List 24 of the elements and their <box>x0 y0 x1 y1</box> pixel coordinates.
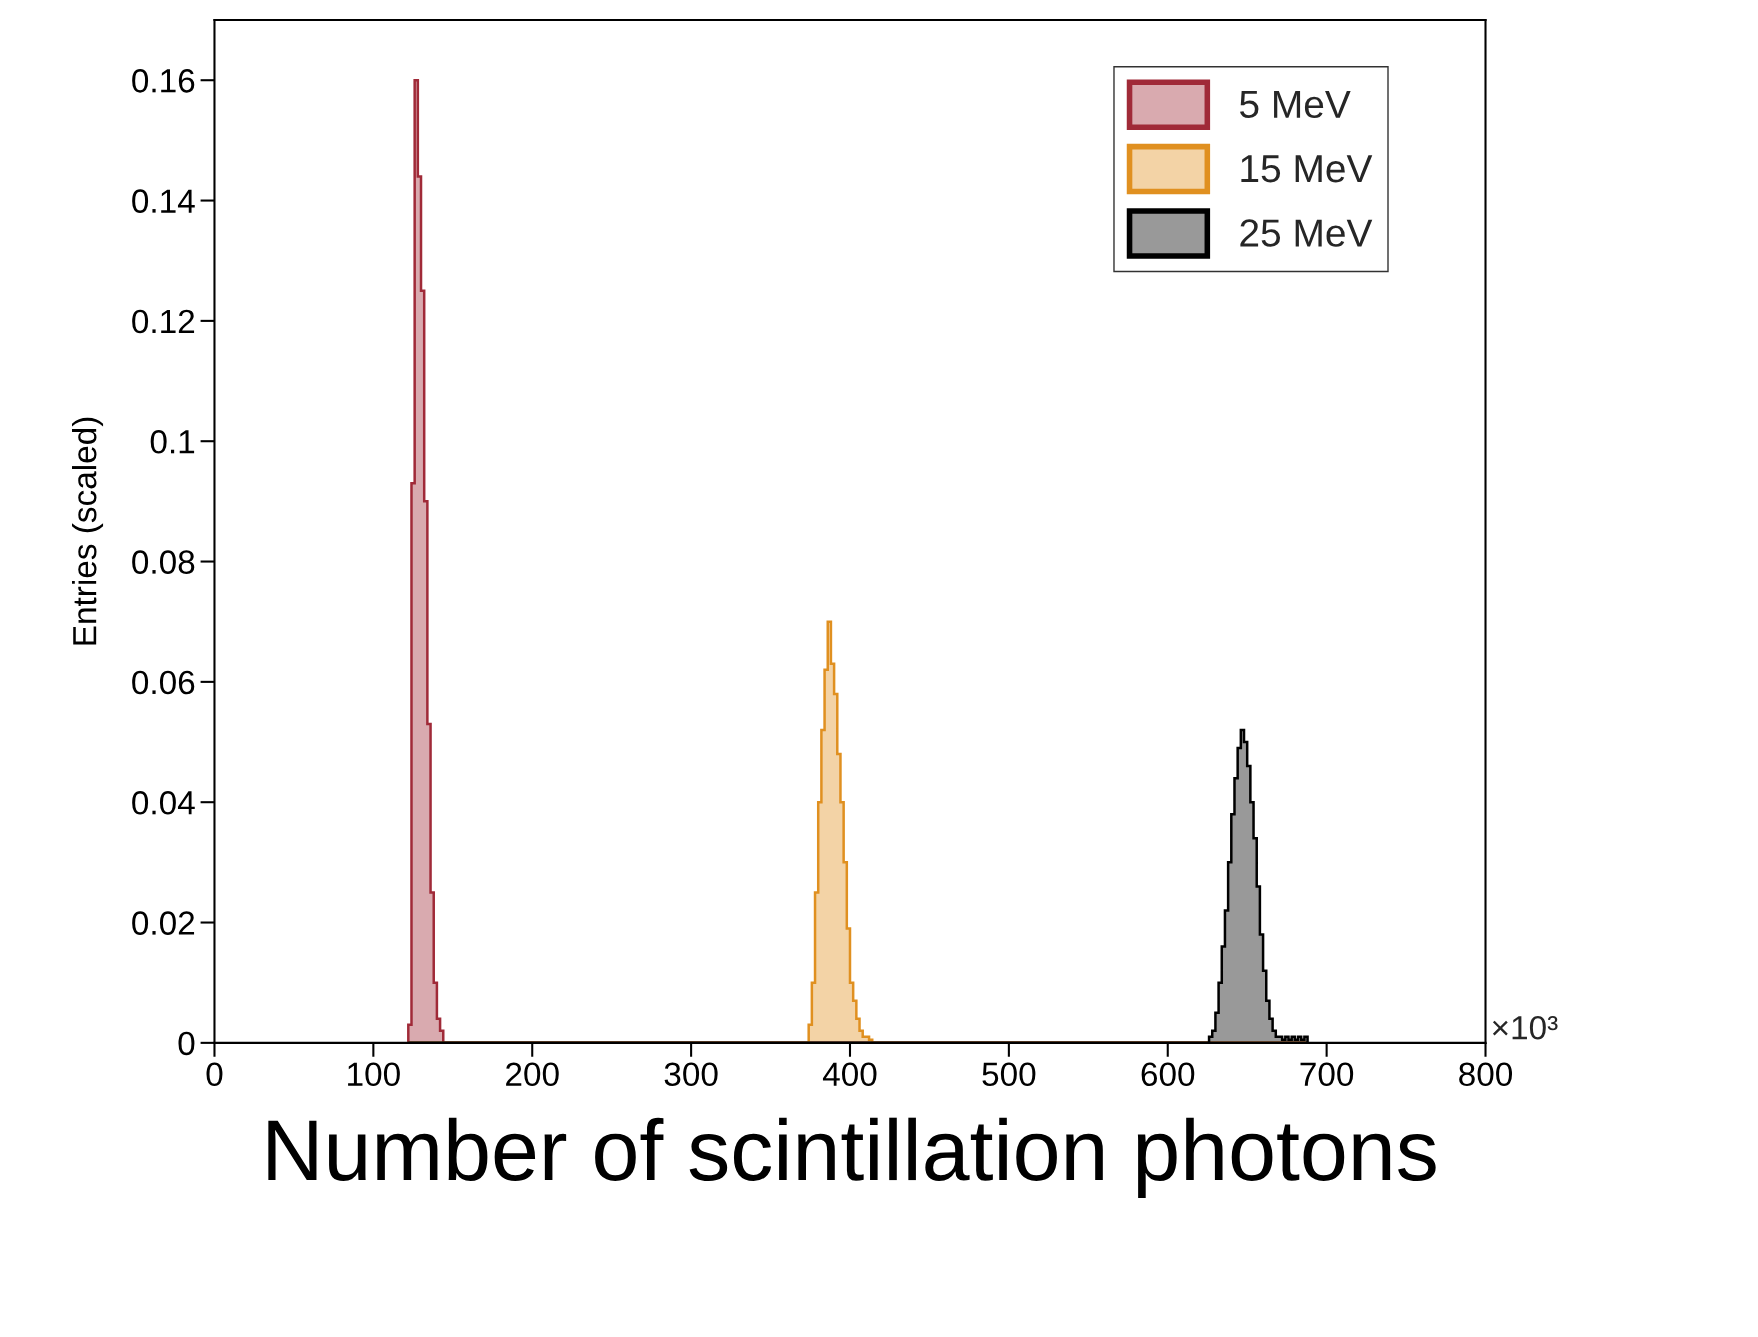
x-tick-label: 400 <box>822 1062 877 1087</box>
x-tick-label: 800 <box>1459 1062 1513 1087</box>
x-tick-label: 100 <box>348 1062 400 1087</box>
y-tick-label: 0.04 <box>132 791 195 815</box>
legend-label: 15 MeV <box>1241 155 1373 183</box>
x-axis-title: Number of scintillation photons <box>268 1117 1436 1198</box>
legend-label: 5 MeV <box>1239 90 1351 119</box>
legend-label: 25 MeV <box>1240 219 1373 247</box>
x-tick-label: 300 <box>664 1062 718 1087</box>
y-tick-label: 0.08 <box>132 550 195 574</box>
y-tick-label: 0.06 <box>132 670 195 695</box>
x-tick-label: 0 <box>206 1062 223 1087</box>
y-axis-title: Entries (scaled) <box>72 417 104 645</box>
y-tick-label: 0.02 <box>132 911 195 935</box>
y-tick-label: 0.16 <box>132 69 195 93</box>
x-tick-label: 200 <box>506 1062 559 1087</box>
y-tick-label: 0.14 <box>132 189 195 213</box>
x-tick-label: 600 <box>1141 1062 1195 1087</box>
y-tick-label: 0.1 <box>150 430 195 454</box>
text: ×10³ <box>1492 1015 1558 1040</box>
x-tick-label: 700 <box>1300 1062 1354 1087</box>
y-tick-label: 0 <box>178 1031 195 1056</box>
x-tick-label: 500 <box>982 1062 1036 1087</box>
y-tick-label: 0.12 <box>132 309 195 334</box>
